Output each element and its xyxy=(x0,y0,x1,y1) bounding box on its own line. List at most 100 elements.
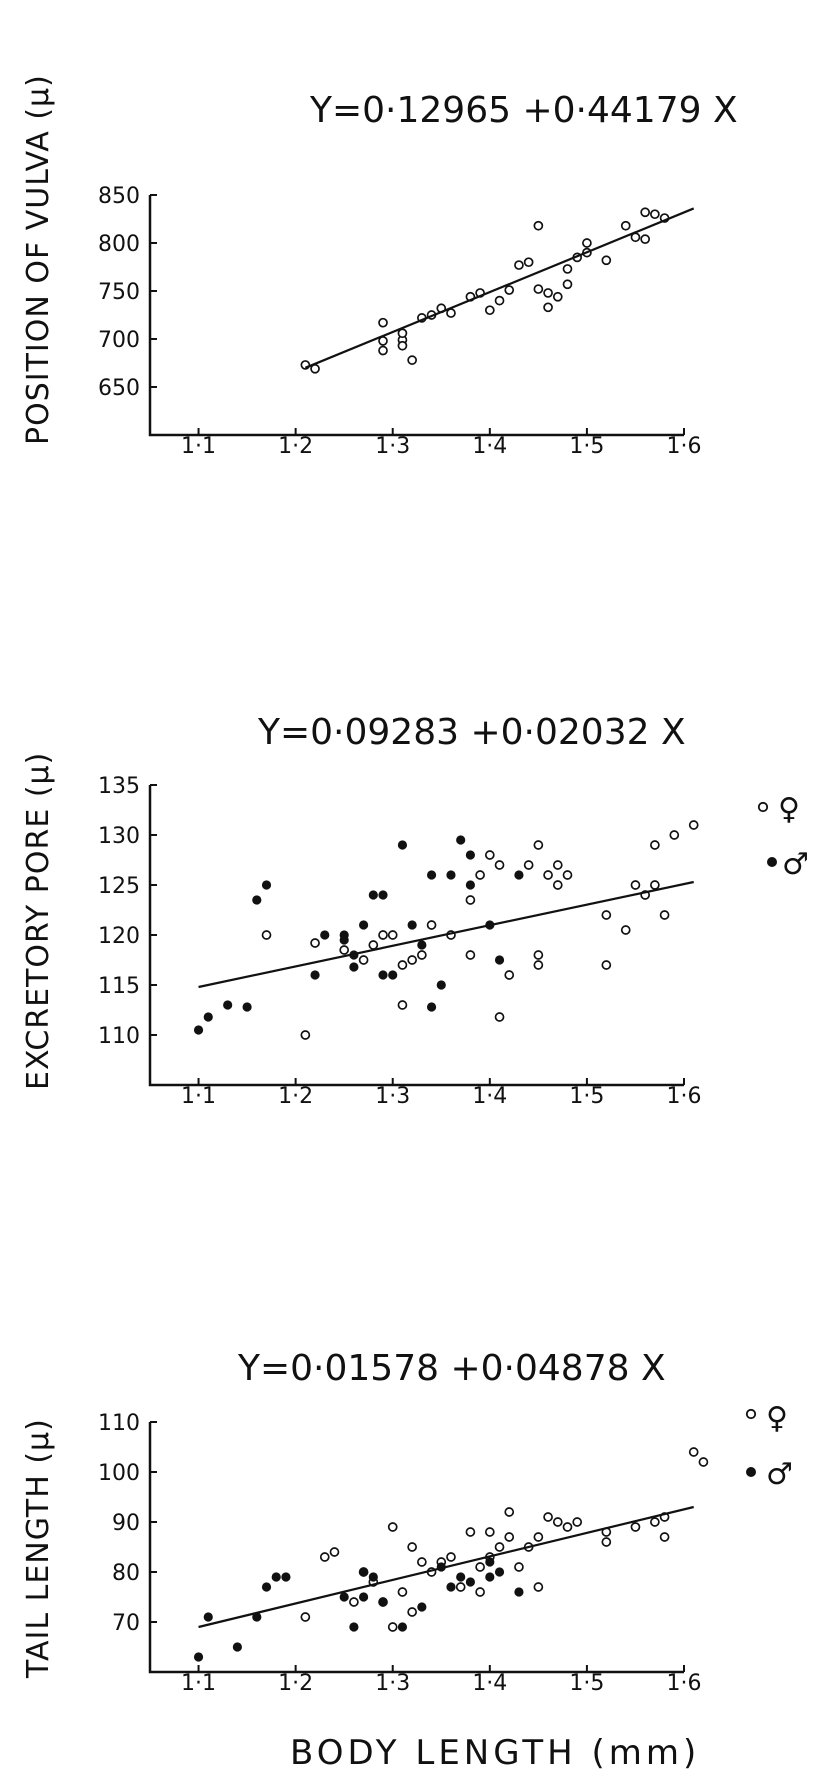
female-data-point xyxy=(319,1552,330,1562)
female-data-point xyxy=(368,940,379,950)
female-data-point xyxy=(465,895,476,905)
x-tick-label: 1·6 xyxy=(667,434,702,459)
male-data-point xyxy=(417,1602,427,1612)
male-data-point xyxy=(494,955,505,965)
female-data-point xyxy=(533,950,544,960)
male-data-point xyxy=(271,1572,281,1582)
male-data-point xyxy=(514,1587,524,1597)
panel-3-axes xyxy=(148,1422,684,1674)
panel-2-legend: ♀ ♂ xyxy=(757,792,809,882)
male-data-point xyxy=(359,1592,369,1602)
female-data-point xyxy=(378,345,388,356)
legend-male-label: ♂ xyxy=(766,1457,793,1492)
female-data-point xyxy=(650,840,660,850)
male-data-point xyxy=(349,1622,359,1632)
female-data-point xyxy=(601,910,612,920)
female-data-point xyxy=(620,925,631,935)
female-data-point xyxy=(446,1552,456,1562)
male-data-point xyxy=(203,1612,213,1622)
y-tick-label: 90 xyxy=(112,1511,140,1536)
x-tick-label: 1·3 xyxy=(375,434,410,459)
female-data-point xyxy=(484,1527,495,1537)
female-data-point xyxy=(533,284,544,294)
y-tick-label: 120 xyxy=(98,924,140,949)
female-data-point xyxy=(475,870,485,880)
female-data-point xyxy=(640,207,651,218)
male-data-point xyxy=(426,1002,437,1012)
y-tick-label: 80 xyxy=(112,1561,140,1586)
female-data-point xyxy=(417,1557,427,1567)
female-data-point xyxy=(349,1597,359,1607)
y-tick-label: 130 xyxy=(98,824,140,849)
female-data-point xyxy=(543,870,553,880)
male-data-point xyxy=(494,1567,505,1577)
male-data-point xyxy=(368,1572,378,1582)
female-data-point xyxy=(387,930,398,940)
female-data-point xyxy=(397,1000,408,1010)
female-data-point xyxy=(329,1547,340,1557)
female-data-point xyxy=(552,880,563,890)
female-data-point xyxy=(688,820,699,830)
panel-1-equation: Y=0·12965 +0·44179 X xyxy=(309,90,738,131)
female-data-point xyxy=(387,1522,398,1532)
panel-2-regression-line xyxy=(198,880,694,989)
male-data-point xyxy=(203,1012,213,1022)
female-data-point xyxy=(397,1587,408,1597)
male-data-point xyxy=(193,1025,204,1035)
y-tick-label: 115 xyxy=(98,974,140,999)
x-tick-label: 1·4 xyxy=(472,1671,507,1696)
female-data-point xyxy=(494,295,505,306)
female-data-point xyxy=(650,1517,660,1527)
male-data-point xyxy=(465,850,475,860)
male-data-point xyxy=(359,1567,369,1577)
male-data-point xyxy=(339,935,349,945)
x-tick-label: 1·5 xyxy=(569,1671,604,1696)
panel-vulva: Y=0·12965 +0·44179 X POSITION OF VULVA (… xyxy=(21,74,738,459)
female-data-point xyxy=(514,260,524,270)
x-tick-label: 1·6 xyxy=(667,1671,702,1696)
female-data-point xyxy=(650,209,660,220)
female-data-point xyxy=(533,1532,544,1542)
female-data-point xyxy=(475,1562,485,1572)
panel-2-equation: Y=0·09283 +0·02032 X xyxy=(257,712,686,753)
legend-female-label: ♀ xyxy=(766,1401,788,1436)
y-tick-label: 800 xyxy=(98,232,140,257)
male-data-point xyxy=(514,870,524,880)
y-tick-label: 650 xyxy=(98,376,140,401)
female-data-point xyxy=(494,1012,505,1022)
male-data-point xyxy=(465,1577,475,1587)
panel-1-regression-line xyxy=(304,207,695,369)
x-tick-label: 1·1 xyxy=(181,1084,216,1109)
female-data-point xyxy=(504,1507,515,1517)
female-data-point xyxy=(533,1582,544,1592)
panel-1-points xyxy=(300,207,670,374)
x-tick-label: 1·2 xyxy=(278,1671,313,1696)
female-data-point xyxy=(582,238,592,248)
female-data-point xyxy=(630,1522,641,1532)
male-data-point xyxy=(378,1597,388,1607)
male-data-point xyxy=(417,940,427,950)
y-tick-label: 850 xyxy=(98,184,140,209)
legend-male-marker xyxy=(746,1467,756,1477)
x-tick-label: 1·3 xyxy=(375,1671,410,1696)
male-data-point xyxy=(485,1572,495,1582)
legend-female-label: ♀ xyxy=(778,792,800,827)
female-data-point xyxy=(601,1537,612,1547)
x-tick-label: 1·5 xyxy=(569,1084,604,1109)
panel-3-y-axis-label: TAIL LENGTH (μ) xyxy=(21,1418,56,1679)
female-data-point xyxy=(698,1457,709,1467)
male-data-point xyxy=(388,970,398,980)
female-data-point xyxy=(407,355,417,365)
female-data-point xyxy=(562,279,573,290)
female-data-point xyxy=(601,255,612,266)
x-tick-label: 1·3 xyxy=(375,1084,410,1109)
female-data-point xyxy=(455,1582,466,1592)
female-data-point xyxy=(387,1622,398,1632)
female-data-point xyxy=(465,1527,476,1537)
female-data-point xyxy=(504,970,515,980)
male-data-point xyxy=(456,835,466,845)
male-data-point xyxy=(485,1557,495,1567)
female-data-point xyxy=(533,840,544,850)
x-axis-label: BODY LENGTH (mm) xyxy=(290,1733,700,1773)
female-data-point xyxy=(378,930,388,940)
